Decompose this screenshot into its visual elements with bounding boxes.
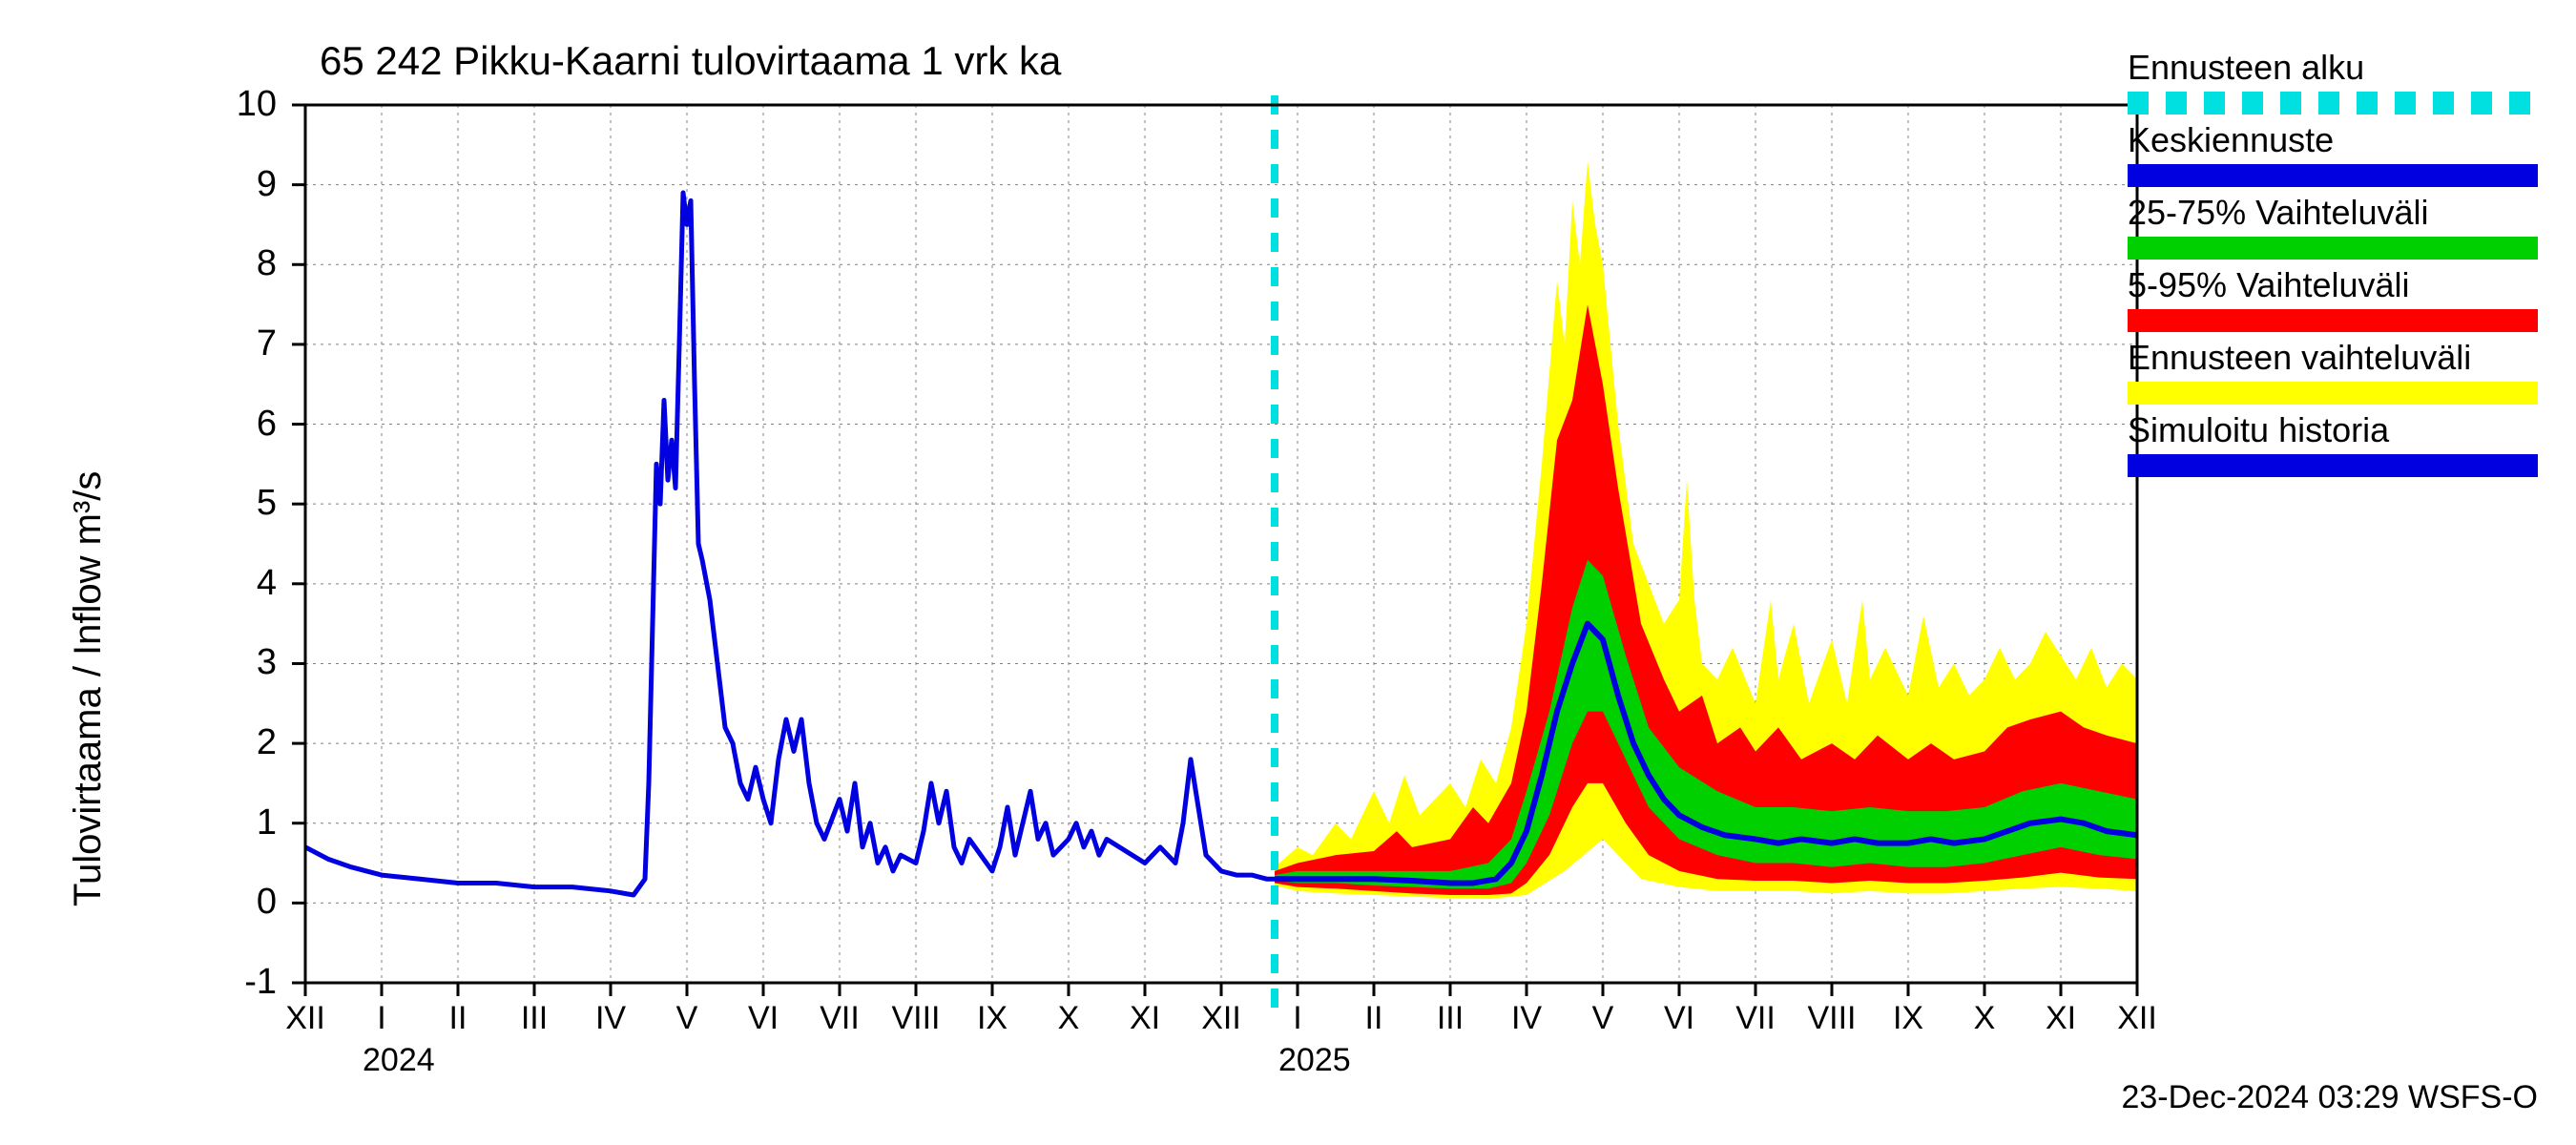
legend-label: Simuloitu historia xyxy=(2128,410,2538,450)
legend-item: 25-75% Vaihteluväli xyxy=(2128,193,2538,260)
x-tick-label: II xyxy=(449,1000,467,1037)
y-tick-label: 5 xyxy=(200,483,277,524)
x-tick-label: VII xyxy=(1735,1000,1776,1037)
chart-container: 65 242 Pikku-Kaarni tulovirtaama 1 vrk k… xyxy=(0,0,2576,1145)
x-tick-label: XI xyxy=(1130,1000,1160,1037)
legend-swatch xyxy=(2128,454,2538,477)
legend-item: Simuloitu historia xyxy=(2128,410,2538,477)
x-tick-label: II xyxy=(1365,1000,1383,1037)
legend-swatch xyxy=(2128,92,2538,114)
legend-swatch xyxy=(2128,164,2538,187)
x-tick-label: XI xyxy=(2046,1000,2076,1037)
x-tick-label: XII xyxy=(1201,1000,1241,1037)
legend-label: Ennusteen alku xyxy=(2128,48,2538,88)
legend: Ennusteen alku Keskiennuste 25-75% Vaihtel… xyxy=(2128,48,2538,483)
year-label: 2024 xyxy=(363,1042,435,1079)
x-tick-label: V xyxy=(1592,1000,1614,1037)
y-tick-label: 3 xyxy=(200,642,277,683)
legend-label: 25-75% Vaihteluväli xyxy=(2128,193,2538,233)
x-tick-label: VII xyxy=(820,1000,860,1037)
legend-label: Ennusteen vaihteluväli xyxy=(2128,338,2538,378)
x-tick-label: IX xyxy=(977,1000,1008,1037)
x-tick-label: X xyxy=(1974,1000,1996,1037)
y-tick-label: 0 xyxy=(200,882,277,923)
y-tick-label: 4 xyxy=(200,563,277,604)
x-tick-label: IV xyxy=(1511,1000,1542,1037)
legend-label: 5-95% Vaihteluväli xyxy=(2128,265,2538,305)
legend-swatch xyxy=(2128,309,2538,332)
x-tick-label: VIII xyxy=(891,1000,940,1037)
legend-item: 5-95% Vaihteluväli xyxy=(2128,265,2538,332)
y-tick-label: 8 xyxy=(200,243,277,284)
x-tick-label: III xyxy=(1437,1000,1464,1037)
x-tick-label: V xyxy=(676,1000,698,1037)
legend-item: Ennusteen vaihteluväli xyxy=(2128,338,2538,405)
x-tick-label: VI xyxy=(1664,1000,1694,1037)
year-label: 2025 xyxy=(1278,1042,1351,1079)
y-tick-label: 10 xyxy=(200,84,277,125)
legend-label: Keskiennuste xyxy=(2128,120,2538,160)
x-tick-label: XII xyxy=(285,1000,325,1037)
y-tick-label: 6 xyxy=(200,404,277,445)
y-tick-label: 1 xyxy=(200,802,277,843)
y-tick-label: 9 xyxy=(200,164,277,205)
x-tick-label: IV xyxy=(595,1000,626,1037)
timestamp-footer: 23-Dec-2024 03:29 WSFS-O xyxy=(2121,1079,2538,1116)
legend-swatch xyxy=(2128,237,2538,260)
x-tick-label: XII xyxy=(2117,1000,2157,1037)
x-tick-label: VI xyxy=(748,1000,779,1037)
y-tick-label: -1 xyxy=(200,962,277,1003)
y-tick-label: 2 xyxy=(200,722,277,763)
legend-item: Ennusteen alku xyxy=(2128,48,2538,114)
y-tick-label: 7 xyxy=(200,323,277,364)
x-tick-label: VIII xyxy=(1807,1000,1856,1037)
legend-swatch xyxy=(2128,382,2538,405)
x-tick-label: I xyxy=(1293,1000,1301,1037)
x-tick-label: IX xyxy=(1893,1000,1923,1037)
legend-item: Keskiennuste xyxy=(2128,120,2538,187)
x-tick-label: I xyxy=(377,1000,385,1037)
x-tick-label: III xyxy=(521,1000,548,1037)
x-tick-label: X xyxy=(1058,1000,1080,1037)
